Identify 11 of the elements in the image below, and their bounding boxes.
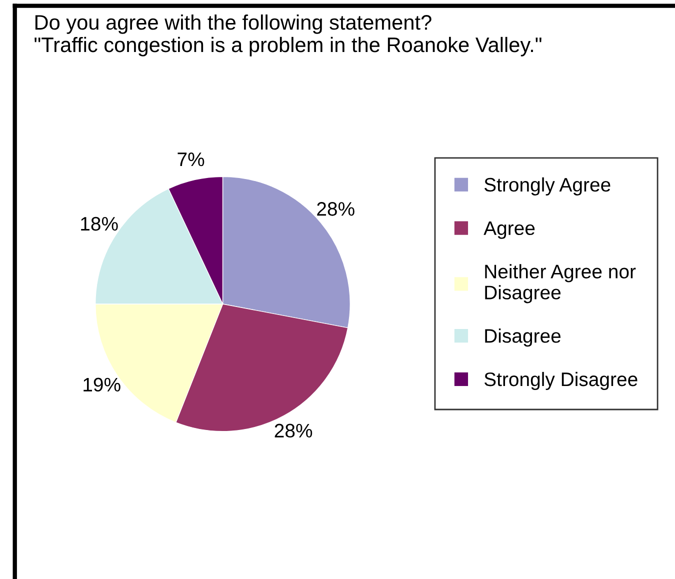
- legend-label: Agree: [484, 221, 535, 239]
- data-label: 19%: [84, 378, 120, 392]
- legend-label: Neither Agree nor Disagree: [485, 264, 636, 304]
- data-label: 28%: [317, 202, 354, 216]
- data-label: 18%: [81, 216, 118, 231]
- chart-title: Do you agree with the following statement? "Traffic congestion is a problem in the Roanoke Valley.": [34, 14, 542, 56]
- legend-label: Strongly Agree: [484, 177, 610, 196]
- data-label: 28%: [274, 424, 312, 438]
- legend-label: Disagree: [485, 328, 561, 347]
- data-label: 7%: [178, 152, 204, 166]
- legend-label: Strongly Disagree: [484, 372, 638, 390]
